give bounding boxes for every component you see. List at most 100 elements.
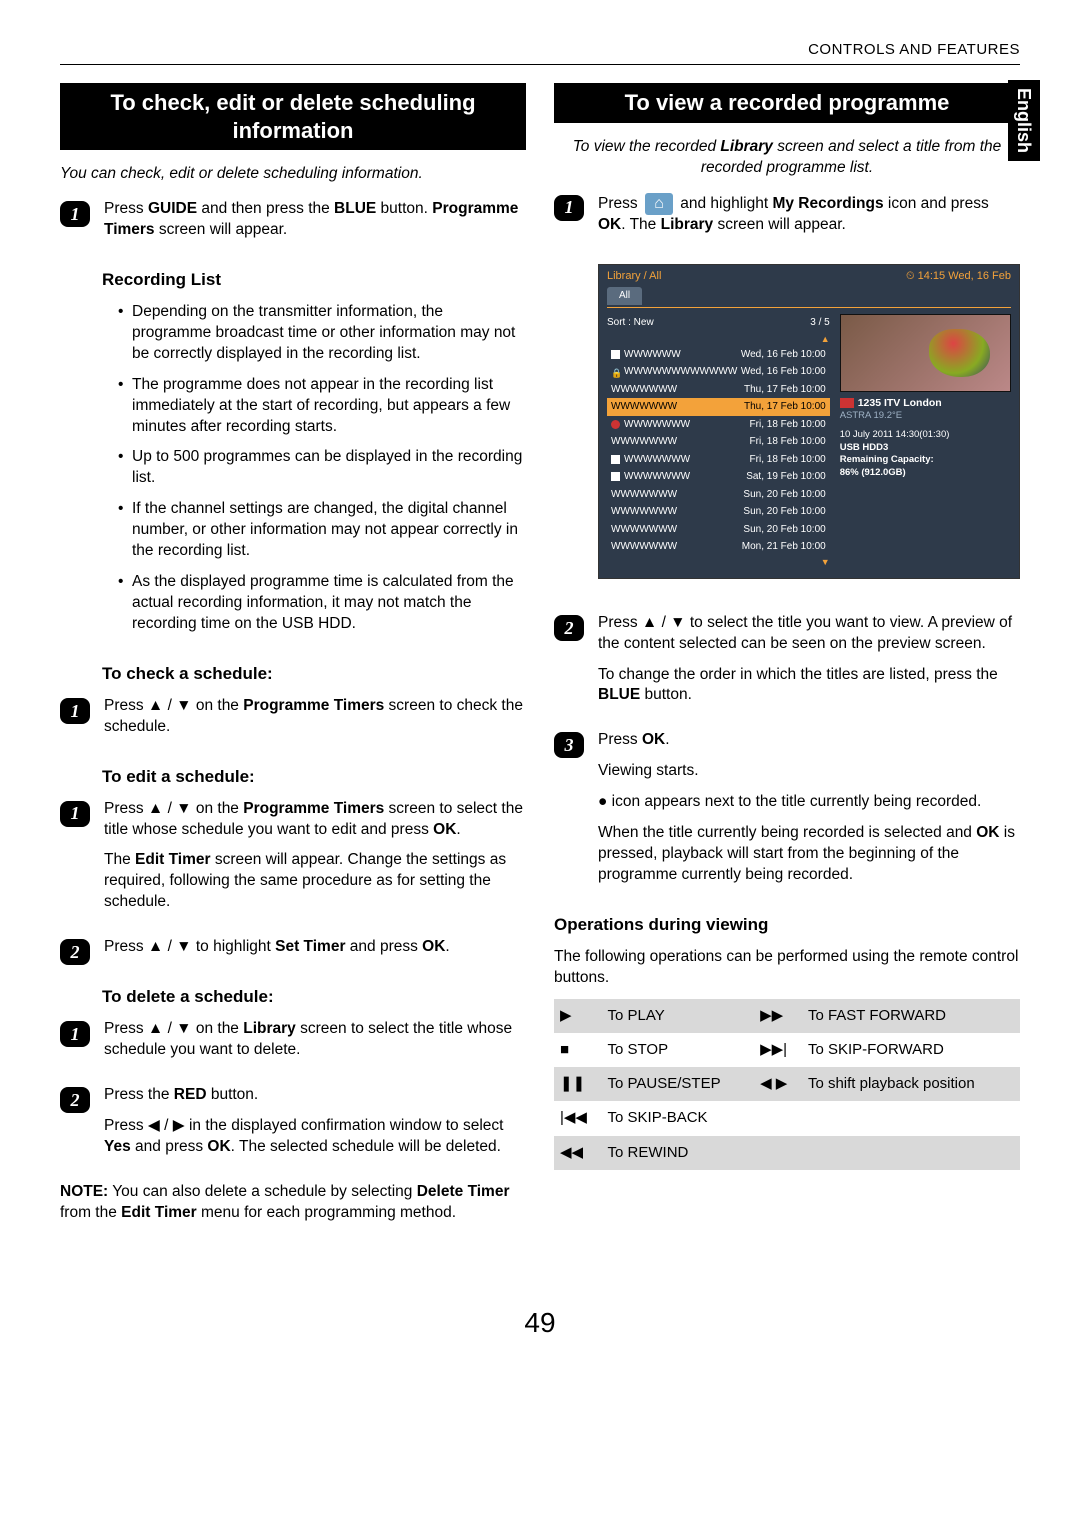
- page-number: 49: [60, 1304, 1020, 1342]
- library-row: WWWWWWW Thu, 17 Feb 10:00: [607, 381, 830, 399]
- op-label: To STOP: [602, 1033, 755, 1067]
- row-name: WWWWWWW: [611, 383, 677, 397]
- library-row: WWWWWWW Fri, 18 Feb 10:00: [607, 451, 830, 469]
- lock-icon: [611, 367, 620, 376]
- library-title: Library / All: [607, 269, 661, 284]
- list-item: The programme does not appear in the rec…: [118, 375, 526, 438]
- step-text: Press OK.: [598, 730, 1020, 751]
- list-item: As the displayed programme time is calcu…: [118, 572, 526, 635]
- row-date: Fri, 18 Feb 10:00: [750, 435, 826, 449]
- step-text: When the title currently being recorded …: [598, 823, 1020, 886]
- library-row: WWWWWWW Sun, 20 Feb 10:00: [607, 486, 830, 504]
- edit-head: To edit a schedule:: [102, 766, 526, 789]
- row-date: Wed, 16 Feb 10:00: [741, 365, 826, 379]
- meta-device: USB HDD3: [840, 442, 1011, 455]
- step-number-icon: 1: [60, 1021, 90, 1047]
- row-date: Thu, 17 Feb 10:00: [744, 383, 826, 397]
- row-date: Sun, 20 Feb 10:00: [743, 505, 825, 519]
- remote-symbol-icon: |◀◀: [560, 1108, 587, 1128]
- op-label: To PAUSE/STEP: [602, 1067, 755, 1101]
- row-date: Wed, 16 Feb 10:00: [741, 348, 826, 362]
- step-number-icon: 3: [554, 732, 584, 758]
- remote-symbol-icon: ❚❚: [560, 1074, 585, 1094]
- step-text: Viewing starts.: [598, 761, 1020, 782]
- table-row: ■To STOP▶▶|To SKIP-FORWARD: [554, 1033, 1020, 1067]
- step-text: Press ▲ / ▼ on the Library screen to sel…: [104, 1019, 526, 1061]
- remote-symbol-icon: ▶: [560, 1006, 582, 1026]
- library-row: WWWWWWW Sun, 20 Feb 10:00: [607, 521, 830, 539]
- stop-icon: [611, 472, 620, 481]
- op-label: To shift playback position: [802, 1067, 1020, 1101]
- channel-label: 1235 ITV London: [858, 396, 942, 410]
- row-name: WWWWWWW: [624, 470, 690, 484]
- row-name: WWWWWWW: [624, 418, 690, 432]
- stop-icon: [611, 350, 620, 359]
- row-name: WWWWWWW: [611, 540, 677, 554]
- library-list: Sort : New 3 / 5 ▲ WWWWWWWed, 16 Feb 10:…: [607, 314, 830, 568]
- recording-list-head: Recording List: [102, 269, 526, 292]
- remote-symbol-icon: ◀ ▶: [760, 1074, 787, 1094]
- row-name: WWWWWWW: [611, 505, 677, 519]
- right-banner: To view a recorded programme: [554, 83, 1020, 123]
- row-name: WWWWWWW: [624, 453, 690, 467]
- library-sort: Sort : New: [607, 316, 654, 330]
- ops-head: Operations during viewing: [554, 914, 1020, 937]
- row-date: Fri, 18 Feb 10:00: [750, 453, 826, 467]
- op-label: To FAST FORWARD: [802, 999, 1020, 1033]
- stop-icon: [611, 455, 620, 464]
- delete-head: To delete a schedule:: [102, 986, 526, 1009]
- preview-thumbnail: [840, 314, 1011, 392]
- step-number-icon: 2: [60, 939, 90, 965]
- satellite-label: ASTRA 19.2°E: [840, 410, 1011, 423]
- ops-intro: The following operations can be performe…: [554, 947, 1020, 989]
- op-label: [802, 1101, 1020, 1135]
- op-label: To PLAY: [602, 999, 755, 1033]
- library-row: WWWWWWW Sun, 20 Feb 10:00: [607, 503, 830, 521]
- meta-capacity: 86% (912.0GB): [840, 467, 1011, 480]
- header-rule: [60, 64, 1020, 65]
- rec-icon: [611, 420, 620, 429]
- library-row: WWWWWWWed, 16 Feb 10:00: [607, 346, 830, 364]
- step-number-icon: 1: [60, 801, 90, 827]
- left-banner: To check, edit or delete scheduling info…: [60, 83, 526, 150]
- library-row: WWWWWWWSat, 19 Feb 10:00: [607, 468, 830, 486]
- row-date: Thu, 17 Feb 10:00: [744, 400, 826, 414]
- step-text: Press ▲ / ▼ to select the title you want…: [598, 613, 1020, 655]
- remote-symbol-icon: ▶▶|: [760, 1040, 787, 1060]
- remote-symbol-icon: ▶▶: [760, 1006, 783, 1026]
- right-intro: To view the recorded Library screen and …: [554, 137, 1020, 179]
- check-head: To check a schedule:: [102, 663, 526, 686]
- table-row: ◀◀To REWIND: [554, 1136, 1020, 1170]
- op-label: [802, 1136, 1020, 1170]
- scroll-down-icon: ▼: [607, 556, 830, 568]
- step-text: To change the order in which the titles …: [598, 665, 1020, 707]
- step-text: Press ▲ / ▼ to highlight Set Timer and p…: [104, 937, 526, 958]
- library-row: WWWWWWWWWWWWWed, 16 Feb 10:00: [607, 363, 830, 381]
- step-number-icon: 2: [554, 615, 584, 641]
- list-item: If the channel settings are changed, the…: [118, 499, 526, 562]
- step-number-icon: 1: [60, 698, 90, 724]
- row-date: Fri, 18 Feb 10:00: [750, 418, 826, 432]
- library-screenshot: Library / All ⏲ 14:15 Wed, 16 Feb All So…: [598, 264, 1020, 579]
- step-number-icon: 1: [554, 195, 584, 221]
- library-row: WWWWWWWFri, 18 Feb 10:00: [607, 433, 830, 451]
- left-intro: You can check, edit or delete scheduling…: [60, 164, 526, 185]
- left-column: To check, edit or delete scheduling info…: [60, 83, 526, 1223]
- library-row: WWWWWWW Thu, 17 Feb 10:00: [607, 398, 830, 416]
- note-text: NOTE: You can also delete a schedule by …: [60, 1182, 526, 1224]
- library-row: WWWWWWW Fri, 18 Feb 10:00: [607, 416, 830, 434]
- row-name: WWWWWWW: [611, 488, 677, 502]
- meta-capacity-label: Remaining Capacity:: [840, 454, 1011, 467]
- row-name: WWWWWWW: [611, 400, 677, 414]
- row-date: Mon, 21 Feb 10:00: [742, 540, 826, 554]
- step-number-icon: 1: [60, 201, 90, 227]
- step-text: Press ▲ / ▼ on the Programme Timers scre…: [104, 799, 526, 841]
- remote-symbol-icon: ■: [560, 1040, 582, 1060]
- meta-date: 10 July 2011 14:30(01:30): [840, 429, 1011, 442]
- row-date: Sun, 20 Feb 10:00: [743, 488, 825, 502]
- row-date: Sun, 20 Feb 10:00: [743, 523, 825, 537]
- operations-table: ▶ To PLAY▶▶ To FAST FORWARD ■ To STOP▶▶| To S…: [554, 999, 1020, 1170]
- row-name: WWWWWWW: [611, 523, 677, 537]
- step-text: Press ▲ / ▼ on the Programme Timers scre…: [104, 696, 526, 738]
- op-label: To SKIP-BACK: [602, 1101, 755, 1135]
